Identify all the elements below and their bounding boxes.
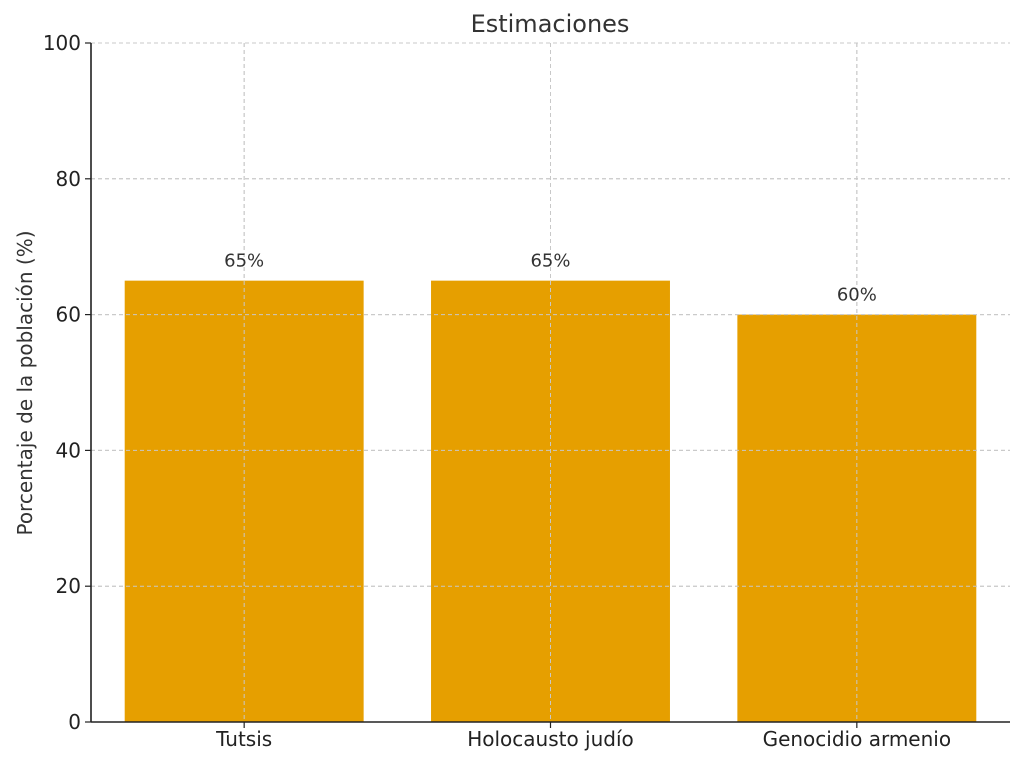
- x-tick-label: Holocausto judío: [467, 727, 634, 751]
- labels-layer: 0 20 40 60 80 100 65% 65% 60% Tutsis Holocausto ju…: [43, 31, 951, 751]
- y-tick-label: 20: [56, 574, 81, 598]
- bar-value-label: 65%: [224, 251, 264, 272]
- axes-layer: [85, 42, 1010, 728]
- chart-title: Estimaciones: [471, 10, 630, 38]
- bar-value-label: 65%: [530, 251, 570, 272]
- y-axis-label: Porcentaje de la población (%): [13, 230, 37, 535]
- y-tick-label: 0: [68, 710, 81, 734]
- x-tick-label: Tutsis: [215, 727, 272, 751]
- y-tick-label: 40: [56, 438, 81, 462]
- x-tick-label: Genocidio armenio: [763, 727, 952, 751]
- y-tick-label: 60: [56, 303, 81, 327]
- y-tick-label: 80: [56, 167, 81, 191]
- y-tick-label: 100: [43, 31, 81, 55]
- bar-value-label: 60%: [837, 285, 877, 306]
